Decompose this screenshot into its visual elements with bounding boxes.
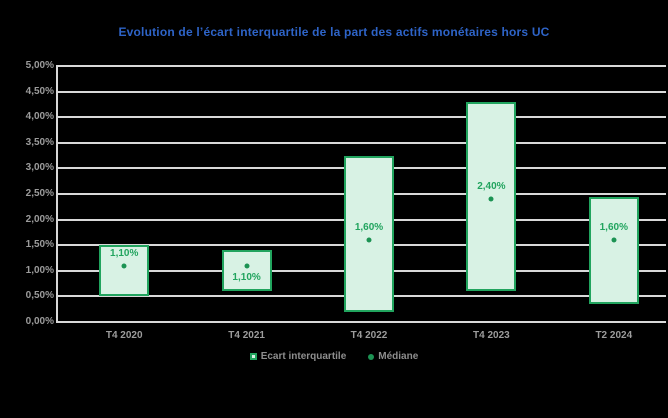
median-dot — [244, 263, 250, 269]
median-dot — [121, 263, 127, 269]
y-tick-label: 1,00% — [25, 264, 54, 276]
legend-item-mediane: Médiane — [368, 351, 418, 362]
gridline — [58, 141, 666, 144]
y-tick-label: 1,50% — [25, 239, 54, 251]
gridline — [58, 65, 666, 67]
x-tick-label: T4 2020 — [105, 330, 143, 341]
gridline — [58, 90, 666, 93]
median-dot — [611, 237, 617, 243]
gridline — [58, 321, 666, 323]
y-axis-line — [56, 65, 58, 323]
mediane-swatch-icon — [368, 353, 375, 360]
median-label: 1,60% — [599, 222, 628, 234]
chart-title: Evolution de l’écart interquartile de la… — [118, 25, 550, 39]
legend-item-ecart-interquartile: Ecart interquartile — [249, 351, 347, 362]
y-tick-label: 5,00% — [25, 60, 54, 71]
y-tick-label: 2,50% — [25, 188, 54, 199]
iqr-bar — [221, 250, 272, 292]
y-tick-label: 2,00% — [25, 213, 54, 225]
y-tick-label: 3,00% — [25, 162, 54, 174]
median-dot — [488, 196, 494, 202]
x-tick-label: T4 2023 — [473, 330, 510, 341]
y-tick-label: 4,50% — [25, 85, 54, 97]
median-label: 1,60% — [354, 222, 384, 234]
y-tick-label: 0,50% — [25, 290, 54, 302]
iqr-bar — [466, 101, 517, 292]
iqr-bar — [99, 245, 150, 297]
median-dot — [366, 237, 372, 243]
iqr-bar — [344, 155, 394, 312]
x-tick-label: T4 2022 — [350, 330, 388, 341]
median-label: 1,10% — [110, 247, 139, 259]
y-tick-label: 3,50% — [25, 136, 54, 148]
median-label: 1,10% — [232, 271, 261, 283]
gridline — [58, 116, 666, 119]
x-tick-label: T4 2021 — [228, 330, 265, 341]
legend-label-ecart-interquartile: Ecart interquartile — [260, 351, 347, 362]
ecart-interquartile-swatch-icon — [249, 353, 257, 360]
y-tick-label: 4,00% — [25, 111, 54, 123]
legend: Ecart interquartile Médiane — [0, 351, 668, 362]
legend-label-mediane: Médiane — [378, 351, 419, 362]
median-label: 2,40% — [477, 181, 506, 193]
iqr-bar — [588, 196, 639, 305]
y-tick-label: 0,00% — [25, 316, 54, 327]
x-tick-label: T2 2024 — [595, 330, 633, 341]
